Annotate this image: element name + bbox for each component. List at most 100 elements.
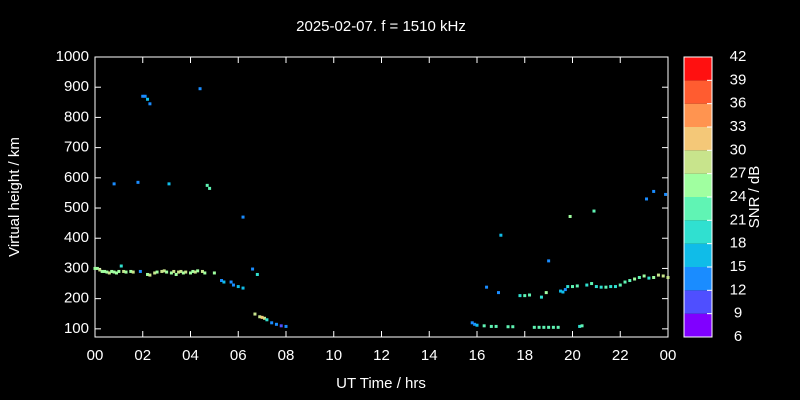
point <box>604 285 608 289</box>
colorbar-tick-label: 12 <box>730 281 747 298</box>
x-tick-label: 10 <box>325 347 342 364</box>
point <box>666 275 670 279</box>
point <box>191 269 195 273</box>
colorbar-band <box>684 243 712 267</box>
x-tick-label: 20 <box>564 347 581 364</box>
x-tick-label: 02 <box>134 347 151 364</box>
y-tick-label: 300 <box>64 259 89 276</box>
y-tick-label: 900 <box>64 78 89 95</box>
point <box>181 271 185 275</box>
colorbar-band <box>684 313 712 337</box>
point <box>618 283 622 287</box>
colorbar-band <box>684 127 712 151</box>
y-tick-label: 1000 <box>56 48 89 65</box>
point <box>494 324 498 328</box>
point <box>568 214 572 218</box>
point <box>141 94 145 98</box>
point <box>146 272 150 276</box>
point <box>496 291 500 295</box>
point <box>110 269 114 273</box>
point <box>107 271 111 275</box>
y-tick-label: 400 <box>64 229 89 246</box>
point <box>95 266 99 270</box>
point <box>167 182 171 186</box>
point <box>571 285 574 289</box>
colorbar-band <box>684 220 712 244</box>
point <box>117 269 121 273</box>
point <box>205 183 209 187</box>
colorbar-tick-label: 27 <box>730 165 747 182</box>
point <box>241 215 245 219</box>
colorbar-band <box>684 173 712 197</box>
point <box>155 270 159 274</box>
point <box>559 289 563 293</box>
point <box>482 324 486 328</box>
point <box>260 315 264 319</box>
point <box>160 269 164 273</box>
x-axis-label: UT Time / hrs <box>336 375 426 392</box>
point <box>98 268 102 272</box>
point <box>274 322 278 326</box>
point <box>578 324 582 328</box>
point <box>153 271 157 275</box>
point <box>539 295 543 299</box>
point <box>143 94 147 98</box>
x-tick-label: 16 <box>469 347 486 364</box>
point <box>119 264 123 268</box>
point <box>122 269 126 273</box>
colorbar-band <box>684 290 712 314</box>
colorbar-tick-label: 21 <box>730 211 747 228</box>
point <box>212 271 216 275</box>
point <box>613 285 617 289</box>
point <box>112 182 116 186</box>
point <box>105 270 109 274</box>
point <box>506 325 510 329</box>
point <box>131 270 135 274</box>
point <box>222 280 226 284</box>
point <box>528 293 532 297</box>
point <box>270 321 274 325</box>
point <box>637 275 641 279</box>
point <box>628 279 632 283</box>
x-tick-label: 18 <box>516 347 533 364</box>
point <box>103 269 107 273</box>
point <box>229 280 233 284</box>
point <box>189 271 192 275</box>
point <box>93 266 97 270</box>
point <box>177 270 181 274</box>
point <box>162 269 166 273</box>
x-tick-label: 04 <box>182 347 199 364</box>
point <box>251 267 255 271</box>
point <box>196 269 200 273</box>
point <box>169 271 173 275</box>
point <box>148 102 152 106</box>
y-tick-label: 200 <box>64 290 89 307</box>
point <box>184 270 188 274</box>
point <box>236 285 240 289</box>
colorbar-tick-label: 18 <box>730 235 747 252</box>
point <box>599 285 603 289</box>
point <box>114 271 118 275</box>
chart-title: 2025-02-07. f = 1510 kHz <box>296 18 466 35</box>
point <box>575 284 579 288</box>
point <box>489 324 493 328</box>
point <box>138 269 142 273</box>
point <box>537 325 541 329</box>
point <box>592 209 596 213</box>
point <box>652 189 656 193</box>
point <box>174 272 178 276</box>
point <box>165 270 169 274</box>
y-tick-label: 100 <box>64 320 89 337</box>
point <box>241 286 245 290</box>
point <box>179 269 183 273</box>
point <box>594 285 598 289</box>
colorbar-tick-label: 39 <box>730 71 747 88</box>
point <box>664 192 668 196</box>
point <box>585 283 589 287</box>
point <box>265 318 269 322</box>
point <box>193 270 197 274</box>
point <box>656 273 660 277</box>
point <box>136 180 140 184</box>
